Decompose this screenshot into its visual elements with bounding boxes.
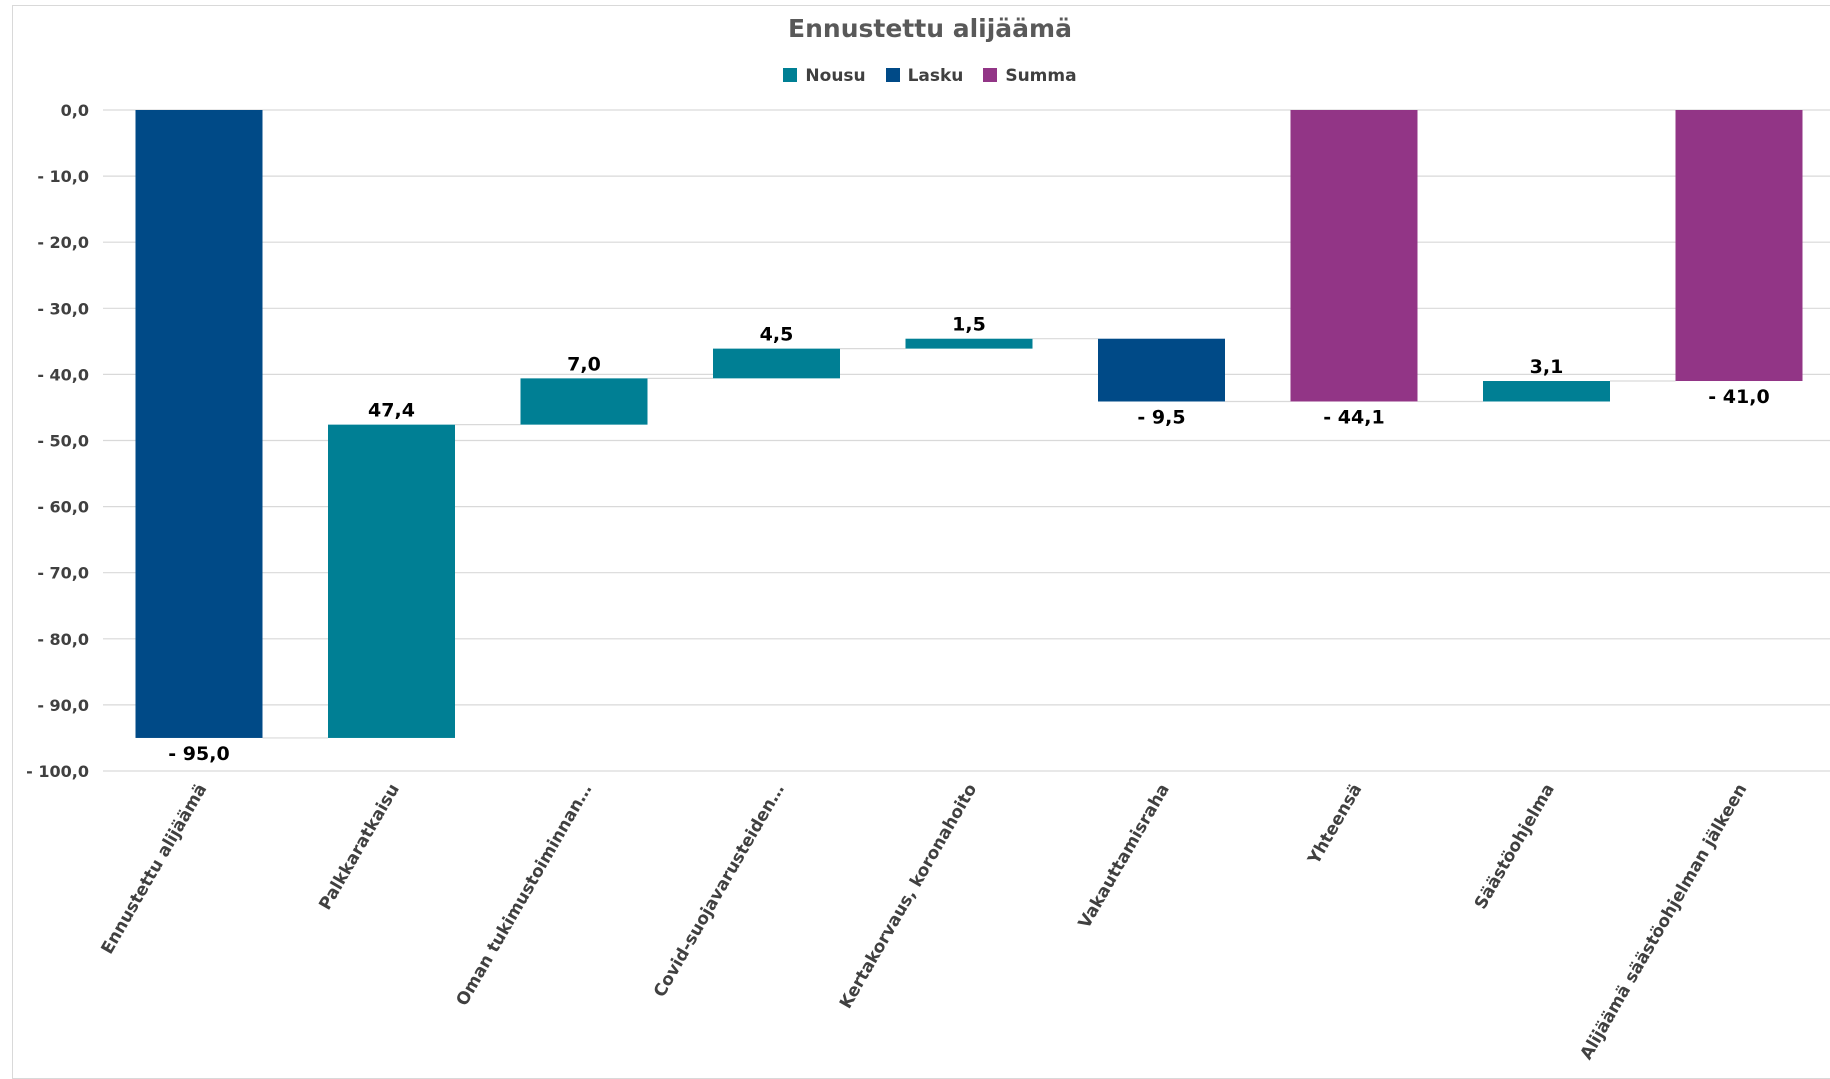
x-category-label: Yhteensä <box>1304 781 1366 869</box>
legend-label-lasku: Lasku <box>907 66 964 86</box>
y-tick-label: - 90,0 <box>37 696 89 715</box>
legend-swatch-nousu <box>783 68 798 82</box>
bar-nousu <box>1483 381 1610 402</box>
legend-swatch-summa <box>983 68 998 82</box>
bar-summa <box>1675 110 1803 382</box>
x-category-label: Kertakorvaus, koronahoito <box>836 781 981 1013</box>
x-category-label: Oman tukimustoiminnan… <box>453 781 597 1010</box>
x-category-label: Säästöohjelma <box>1471 781 1559 913</box>
legend-item-lasku: Lasku <box>885 66 964 86</box>
y-tick-label: - 40,0 <box>37 365 89 384</box>
data-label: 4,5 <box>760 324 794 346</box>
bar-nousu <box>905 338 1033 349</box>
data-label: - 44,1 <box>1323 407 1384 429</box>
chart-legend: Nousu Lasku Summa <box>0 66 1830 86</box>
data-label: - 9,5 <box>1137 407 1185 429</box>
legend-swatch-lasku <box>885 68 900 82</box>
legend-item-nousu: Nousu <box>783 66 866 86</box>
bar-nousu <box>520 378 648 425</box>
data-label: 1,5 <box>952 314 986 336</box>
x-category-label: Ennustettu alijäämä <box>97 781 211 958</box>
data-label: 47,4 <box>368 400 415 422</box>
legend-item-summa: Summa <box>983 66 1077 86</box>
data-label: - 95,0 <box>168 743 229 765</box>
data-label: 3,1 <box>1530 356 1564 378</box>
x-category-label: Vakauttamisraha <box>1075 781 1174 933</box>
x-category-label: Palkkaratkaisu <box>315 781 403 914</box>
y-tick-label: - 70,0 <box>37 564 89 583</box>
y-tick-label: - 80,0 <box>37 630 89 649</box>
y-tick-label: - 50,0 <box>37 432 89 451</box>
bar-nousu <box>713 348 840 379</box>
y-tick-label: - 100,0 <box>26 762 89 781</box>
bar-lasku <box>135 110 263 738</box>
y-tick-label: - 20,0 <box>37 233 89 252</box>
legend-label-nousu: Nousu <box>805 66 866 86</box>
data-label: 7,0 <box>567 353 601 375</box>
chart-title: Ennustettu alijäämä <box>788 14 1072 43</box>
legend-label-summa: Summa <box>1005 66 1077 86</box>
x-category-label: Covid-suojavarusteiden… <box>650 781 789 1001</box>
y-tick-label: 0,0 <box>61 101 89 120</box>
bar-lasku <box>1098 338 1225 402</box>
x-category-label: Alijäämä säästöohjelman jälkeen <box>1577 781 1752 1064</box>
y-tick-label: - 10,0 <box>37 167 89 186</box>
data-label: - 41,0 <box>1708 386 1769 408</box>
y-tick-label: - 30,0 <box>37 299 89 318</box>
bar-summa <box>1290 110 1418 402</box>
bar-nousu <box>328 424 455 738</box>
y-tick-label: - 60,0 <box>37 498 89 517</box>
